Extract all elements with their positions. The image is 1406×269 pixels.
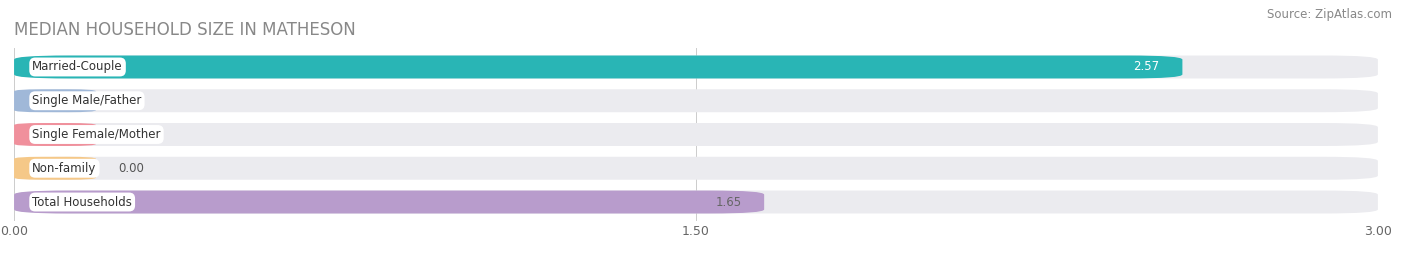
Text: 2.57: 2.57 — [1133, 61, 1160, 73]
FancyBboxPatch shape — [14, 123, 1378, 146]
FancyBboxPatch shape — [14, 157, 96, 180]
FancyBboxPatch shape — [14, 89, 96, 112]
Text: 0.00: 0.00 — [118, 162, 145, 175]
Text: Married-Couple: Married-Couple — [32, 61, 122, 73]
Text: 0.00: 0.00 — [118, 128, 145, 141]
Text: 0.00: 0.00 — [118, 94, 145, 107]
FancyBboxPatch shape — [14, 157, 1378, 180]
Text: Source: ZipAtlas.com: Source: ZipAtlas.com — [1267, 8, 1392, 21]
FancyBboxPatch shape — [14, 123, 96, 146]
FancyBboxPatch shape — [14, 89, 1378, 112]
FancyBboxPatch shape — [14, 190, 763, 214]
Text: MEDIAN HOUSEHOLD SIZE IN MATHESON: MEDIAN HOUSEHOLD SIZE IN MATHESON — [14, 20, 356, 38]
FancyBboxPatch shape — [14, 55, 1182, 79]
Text: Total Households: Total Households — [32, 196, 132, 208]
Text: Single Female/Mother: Single Female/Mother — [32, 128, 160, 141]
FancyBboxPatch shape — [14, 55, 1378, 79]
Text: 1.65: 1.65 — [716, 196, 741, 208]
Text: Single Male/Father: Single Male/Father — [32, 94, 142, 107]
Text: Non-family: Non-family — [32, 162, 97, 175]
FancyBboxPatch shape — [14, 190, 1378, 214]
